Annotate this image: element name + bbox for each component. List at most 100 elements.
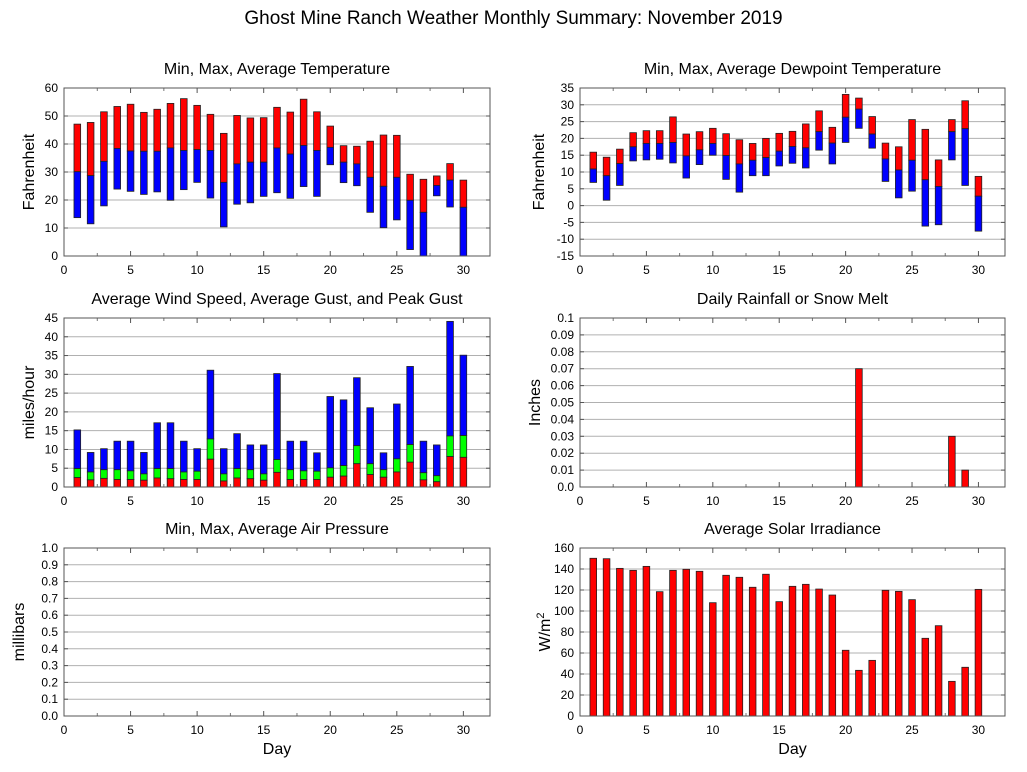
bar-solar-11: [722, 574, 730, 717]
bar-max-7: [669, 116, 677, 143]
bar-min-avg-2: [602, 175, 611, 201]
bar-avg-wind-29: [446, 456, 454, 488]
y-tick-label: 5: [51, 461, 58, 475]
x-tick-label: 30: [972, 723, 986, 737]
bar-peak-gust-23: [366, 407, 374, 465]
bar-peak-gust-25: [393, 403, 401, 460]
y-tick-label: -10: [557, 232, 575, 246]
bar-avg-gust-29: [446, 435, 454, 457]
y-tick-label: 45: [45, 311, 59, 325]
bar-min-avg-20: [841, 116, 850, 143]
bar-min-avg-4: [629, 146, 637, 162]
bar-min-avg-26: [406, 199, 414, 250]
bar-min-avg-17: [286, 153, 295, 199]
bar-min-avg-6: [655, 143, 664, 160]
x-tick-label: 15: [257, 723, 271, 737]
bar-peak-gust-13: [233, 433, 241, 469]
bar-min-avg-27: [419, 211, 428, 257]
bar-avg-wind-8: [166, 478, 175, 488]
bar-min-avg-25: [908, 159, 916, 192]
bar-solar-28: [948, 680, 956, 717]
x-tick-label: 10: [706, 723, 720, 737]
y-tick-label: 20: [45, 405, 59, 419]
x-tick-label: 20: [324, 494, 338, 508]
x-tick-label: 5: [643, 494, 650, 508]
bar-max-25: [908, 119, 916, 161]
bar-solar-14: [762, 573, 770, 717]
y-tick-label: 0.08: [551, 345, 575, 359]
bar-min-avg-8: [166, 147, 175, 201]
bar-max-3: [616, 148, 624, 164]
bar-avg-wind-10: [193, 479, 201, 488]
y-tick-label: 0.9: [41, 558, 58, 572]
y-tick-label: 0: [567, 709, 574, 723]
bar-peak-gust-30: [459, 354, 468, 436]
bar-max-24: [895, 146, 903, 171]
bar-avg-wind-16: [273, 471, 281, 488]
bar-avg-wind-26: [406, 461, 414, 488]
bar-peak-gust-11: [206, 369, 215, 440]
bar-avg-gust-23: [366, 463, 374, 476]
bar-solar-15: [775, 601, 783, 717]
y-tick-label: 30: [561, 98, 575, 112]
bar-solar-9: [695, 570, 704, 717]
bar-solar-21: [855, 669, 863, 717]
bar-min-avg-26: [921, 179, 930, 227]
bar-avg-wind-4: [113, 479, 121, 488]
bar-avg-gust-18: [299, 470, 308, 480]
bar-min-avg-18: [299, 144, 308, 187]
x-tick-label: 0: [61, 723, 68, 737]
bar-max-27: [934, 159, 943, 187]
x-tick-label: 0: [577, 494, 584, 508]
bar-max-2: [86, 122, 95, 177]
bar-peak-gust-22: [353, 377, 361, 447]
bar-peak-gust-17: [286, 440, 295, 471]
chart-title: Min, Max, Average Air Pressure: [165, 521, 389, 538]
bar-avg-wind-11: [206, 458, 215, 488]
y-tick-label: 0.01: [551, 463, 575, 477]
bar-min-avg-12: [735, 163, 744, 193]
bar-peak-gust-8: [166, 422, 175, 469]
x-tick-label: 10: [190, 494, 204, 508]
x-tick-label: 10: [190, 263, 204, 277]
chart-title: Min, Max, Average Dewpoint Temperature: [644, 61, 941, 78]
bar-min-avg-3: [616, 163, 624, 186]
bar-min-avg-14: [762, 157, 770, 177]
bar-min-avg-9: [695, 149, 704, 166]
bar-solar-16: [788, 585, 797, 717]
bar-avg-gust-5: [126, 470, 135, 480]
bar-max-21: [339, 145, 348, 163]
bar-max-27: [419, 178, 428, 213]
y-tick-label: 0.09: [551, 328, 575, 342]
y-tick-label: 60: [45, 81, 59, 95]
bar-solar-24: [895, 590, 903, 717]
bar-solar-6: [655, 591, 664, 717]
chart-title: Average Wind Speed, Average Gust, and Pe…: [91, 291, 463, 308]
superscript: 2: [535, 613, 547, 619]
bar-min-avg-24: [895, 169, 903, 199]
y-tick-label: 25: [45, 386, 59, 400]
bar-min-avg-5: [126, 150, 135, 192]
bar-avg-wind-3: [100, 477, 108, 488]
bar-min-avg-28: [433, 185, 441, 197]
bar-peak-gust-9: [180, 440, 188, 473]
bar-avg-wind-13: [233, 477, 241, 488]
y-tick-label: 0.3: [41, 659, 58, 673]
bar-min-avg-1: [589, 168, 598, 183]
plot-frame: [63, 317, 491, 488]
bar-min-avg-15: [259, 161, 268, 197]
bar-avg-wind-2: [86, 479, 95, 488]
bar-min-avg-6: [140, 150, 148, 195]
bar-max-6: [140, 111, 148, 152]
x-tick-label: 10: [706, 494, 720, 508]
chart-pressure: Min, Max, Average Air Pressure 0.0 0.1 0.2 0…: [11, 521, 491, 758]
x-tick-label: 5: [127, 494, 134, 508]
x-tick-label: 30: [972, 263, 986, 277]
bar-min-avg-4: [113, 148, 121, 190]
bar-max-8: [682, 133, 690, 157]
y-tick-label: 0.2: [41, 675, 58, 689]
plot-frame: [579, 317, 1006, 488]
bar-peak-gust-24: [379, 452, 388, 471]
bar-max-26: [921, 128, 930, 181]
